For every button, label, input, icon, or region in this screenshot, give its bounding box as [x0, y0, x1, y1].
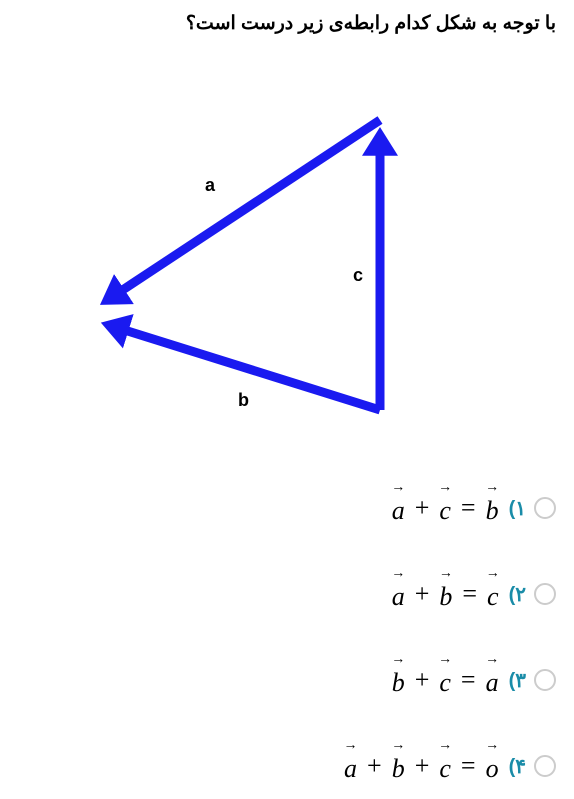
option-number: ۱) — [509, 496, 526, 521]
radio-icon[interactable] — [534, 755, 556, 777]
options-list: ۱) a + c = b ۲) a + b = c ۳) b + c = a — [16, 490, 556, 784]
question-title: با توجه به شکل کدام رابطه‌ی زیر درست است… — [186, 12, 556, 35]
option-formula: a + c = b — [392, 490, 499, 526]
label-c: c — [353, 265, 363, 286]
label-b: b — [238, 390, 249, 411]
diagram-svg — [60, 70, 480, 440]
radio-icon[interactable] — [534, 669, 556, 691]
option-2[interactable]: ۲) a + b = c — [16, 576, 556, 612]
option-formula: b + c = a — [392, 662, 499, 698]
radio-icon[interactable] — [534, 583, 556, 605]
vector-a — [115, 120, 380, 295]
option-4[interactable]: ۴) a + b + c = o — [16, 748, 556, 784]
option-1[interactable]: ۱) a + c = b — [16, 490, 556, 526]
radio-icon[interactable] — [534, 497, 556, 519]
vector-b — [118, 328, 380, 410]
vector-diagram: a c b — [60, 70, 480, 440]
option-formula: a + b = c — [392, 576, 499, 612]
option-3[interactable]: ۳) b + c = a — [16, 662, 556, 698]
option-number: ۲) — [509, 582, 526, 607]
option-number: ۳) — [509, 668, 526, 693]
label-a: a — [205, 175, 215, 196]
option-formula: a + b + c = o — [344, 748, 499, 784]
option-number: ۴) — [509, 754, 526, 779]
